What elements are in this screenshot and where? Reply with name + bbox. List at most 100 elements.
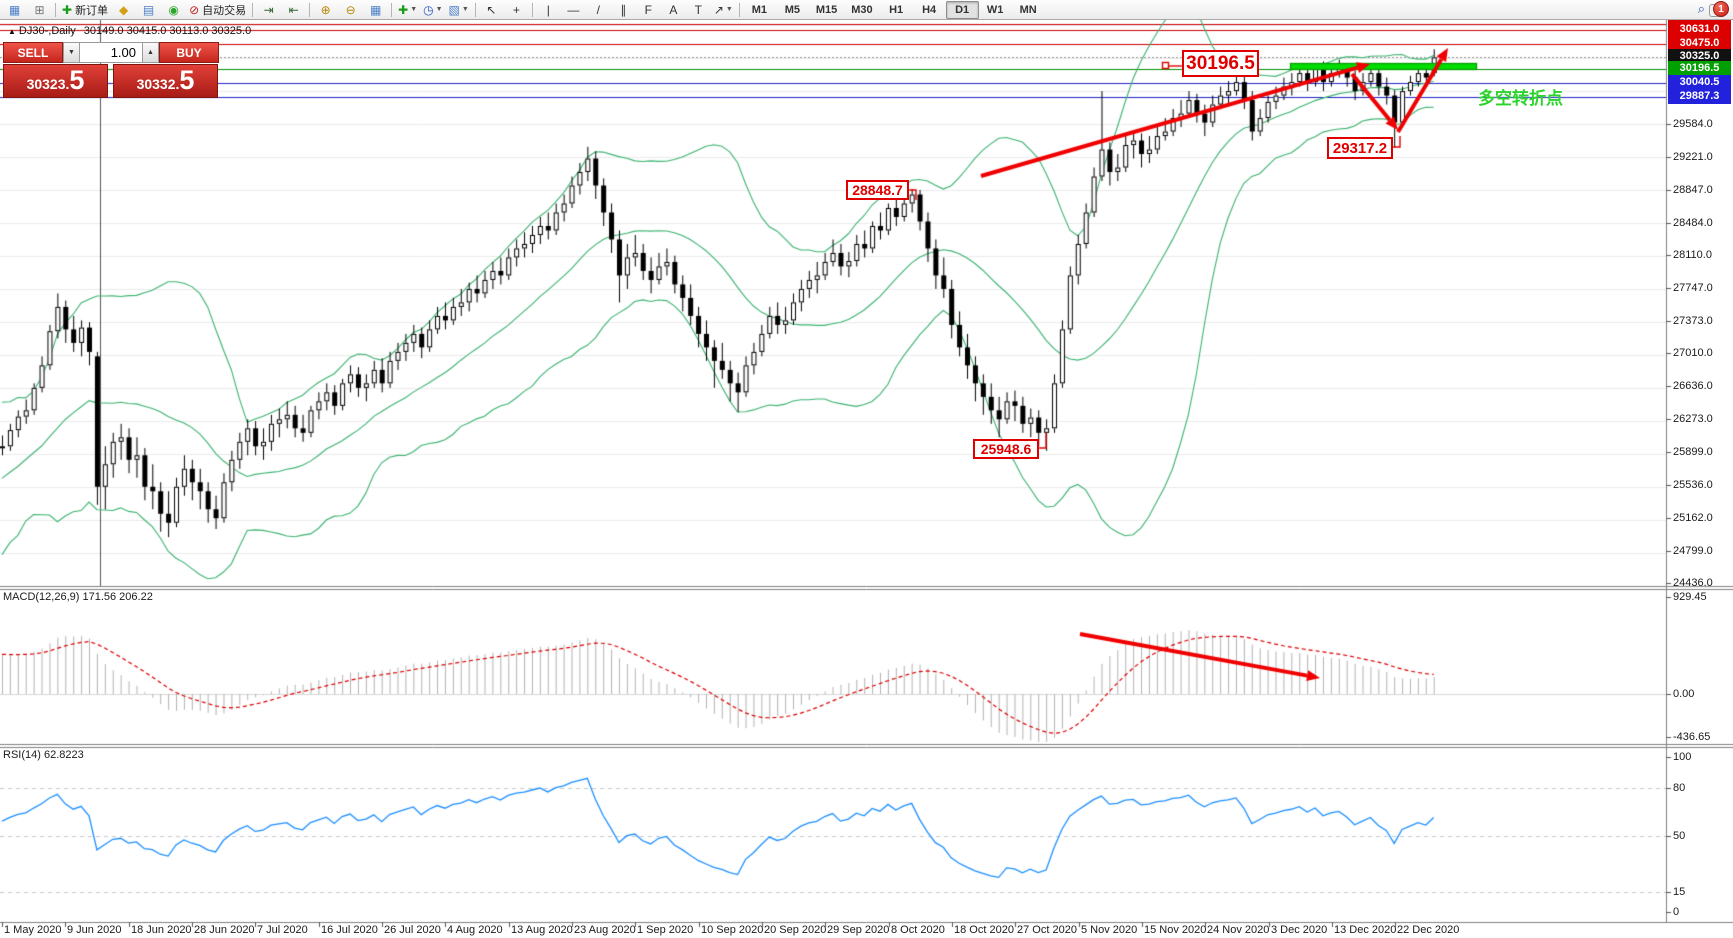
timeframe-m5-button[interactable]: M5 bbox=[784, 3, 800, 16]
date-axis-tick: 18 Jun 2020 bbox=[131, 924, 192, 936]
equidistant-channel-button[interactable]: ∥ bbox=[611, 0, 636, 19]
fibonacci-button[interactable]: F bbox=[636, 0, 661, 19]
price-axis-tick: 25536.0 bbox=[1673, 479, 1713, 491]
price-line-label: 30040.5 bbox=[1668, 75, 1731, 90]
date-axis-tick: 1 May 2020 bbox=[4, 924, 62, 936]
price-axis-tick: 26636.0 bbox=[1673, 380, 1713, 392]
date-axis-tick: 27 Oct 2020 bbox=[1017, 924, 1077, 936]
timeframe-w1-button[interactable]: W1 bbox=[986, 3, 1004, 16]
rsi-axis-tick: 100 bbox=[1673, 751, 1692, 763]
trend-line-button[interactable]: / bbox=[586, 0, 611, 19]
trend-line-icon: / bbox=[596, 2, 600, 17]
date-axis-tick: 1 Sep 2020 bbox=[637, 924, 694, 936]
horizontal-line-icon: — bbox=[567, 2, 580, 17]
chevron-down-icon: ▼ bbox=[461, 6, 469, 13]
price-axis-tick: 27373.0 bbox=[1673, 315, 1713, 327]
date-axis-tick: 15 Nov 2020 bbox=[1144, 924, 1207, 936]
market-watch-button[interactable]: ◆ bbox=[111, 0, 136, 19]
new-order-label: 新订单 bbox=[75, 4, 109, 17]
new-chart-button[interactable]: ▦ bbox=[2, 0, 27, 19]
timeframe-d1-button[interactable]: D1 bbox=[945, 0, 979, 19]
indicators-icon: ✚ bbox=[398, 2, 409, 17]
periods-button[interactable]: ◷ ▼ bbox=[420, 0, 445, 19]
macd-axis-tick: 929.45 bbox=[1673, 591, 1707, 603]
symbol-period-label: DJ30-,Daily bbox=[18, 25, 76, 37]
arrows-button[interactable]: ↗ ▼ bbox=[711, 0, 736, 19]
text-label-icon: T bbox=[694, 2, 702, 17]
templates-button[interactable]: ▧ ▼ bbox=[446, 0, 472, 19]
chinese-annotation-text[interactable]: 多空转折点 bbox=[1478, 89, 1563, 108]
timeframe-m1-button[interactable]: M1 bbox=[751, 3, 767, 16]
symbol-marker-icon: ▲ bbox=[8, 27, 16, 36]
price-annotation-label[interactable]: 25948.6 bbox=[973, 439, 1039, 459]
price-axis-tick: 29221.0 bbox=[1673, 151, 1713, 163]
auto-trading-label: 自动交易 bbox=[202, 4, 247, 17]
zoom-out-button[interactable]: ⊖ bbox=[338, 0, 363, 19]
date-axis-tick: 9 Jun 2020 bbox=[67, 924, 122, 936]
price-axis-tick: 25162.0 bbox=[1673, 512, 1713, 524]
price-annotation-label[interactable]: 30196.5 bbox=[1182, 50, 1259, 77]
timeframe-mn-button[interactable]: MN bbox=[1019, 3, 1037, 16]
price-axis-tick: 27010.0 bbox=[1673, 347, 1713, 359]
timeframe-m15-button[interactable]: M15 bbox=[815, 3, 838, 16]
price-axis-tick: 24436.0 bbox=[1673, 577, 1713, 589]
volume-increase-button[interactable]: ▲ bbox=[142, 42, 159, 63]
buy-price-box[interactable]: 30332. 5 bbox=[113, 64, 218, 98]
tile-windows-icon: ▦ bbox=[369, 2, 382, 17]
text-button[interactable]: A bbox=[661, 0, 686, 19]
sell-button[interactable]: SELL bbox=[3, 42, 63, 63]
crosshair-button[interactable]: + bbox=[504, 0, 529, 19]
rsi-axis-tick: 15 bbox=[1673, 886, 1686, 898]
date-axis-tick: 23 Aug 2020 bbox=[574, 924, 636, 936]
text-label-button[interactable]: T bbox=[686, 0, 711, 19]
price-annotation-label[interactable]: 29317.2 bbox=[1327, 137, 1393, 159]
notification-icon[interactable]: 1 bbox=[1709, 1, 1729, 17]
zoom-in-icon: ⊕ bbox=[320, 2, 331, 17]
search-icon[interactable]: ⌕ bbox=[1697, 1, 1705, 16]
price-line-label: 30631.0 bbox=[1668, 22, 1731, 37]
notification-badge: 1 bbox=[1713, 1, 1729, 17]
chart-shift-button[interactable]: ⇥ bbox=[256, 0, 281, 19]
indicators-button[interactable]: ✚ ▼ bbox=[395, 0, 420, 19]
vertical-line-icon: | bbox=[546, 2, 550, 17]
new-order-button[interactable]: ✚ 新订单 bbox=[59, 0, 111, 19]
date-axis-tick: 22 Dec 2020 bbox=[1397, 924, 1460, 936]
timeframe-h1-button[interactable]: H1 bbox=[889, 3, 904, 16]
timeframe-m30-button[interactable]: M30 bbox=[851, 3, 873, 16]
market-watch-icon: ◆ bbox=[118, 2, 129, 17]
sell-price-box[interactable]: 30323. 5 bbox=[3, 64, 108, 98]
auto-scroll-button[interactable]: ⇤ bbox=[281, 0, 306, 19]
vertical-line-button[interactable]: | bbox=[536, 0, 561, 19]
price-axis-tick: 26273.0 bbox=[1673, 413, 1713, 425]
timeframe-h4-button[interactable]: H4 bbox=[922, 3, 937, 16]
volume-decrease-button[interactable]: ▼ bbox=[63, 42, 80, 63]
buy-price-main: 30332. bbox=[136, 76, 180, 92]
date-axis-tick: 5 Nov 2020 bbox=[1081, 924, 1138, 936]
horizontal-line-button[interactable]: — bbox=[561, 0, 586, 19]
auto-trading-button[interactable]: ⊘ 自动交易 bbox=[186, 0, 249, 19]
date-axis-tick: 20 Sep 2020 bbox=[764, 924, 827, 936]
price-annotation-label[interactable]: 28848.7 bbox=[846, 180, 909, 200]
macd-axis-tick: 0.00 bbox=[1673, 688, 1695, 700]
chevron-down-icon: ▼ bbox=[725, 6, 733, 13]
zoom-out-icon: ⊖ bbox=[345, 2, 356, 17]
signals-button[interactable]: ◉ bbox=[161, 0, 186, 19]
data-window-button[interactable]: ▤ bbox=[136, 0, 161, 19]
price-axis-tick: 28847.0 bbox=[1673, 184, 1713, 196]
periods-icon: ◷ bbox=[423, 2, 434, 17]
zoom-in-button[interactable]: ⊕ bbox=[313, 0, 338, 19]
toolbar-separator bbox=[391, 2, 393, 17]
one-click-trading-panel: SELL ▼ ▲ BUY 30323. 5 30332. 5 bbox=[3, 42, 219, 98]
chart-profiles-button[interactable]: ⊞ bbox=[27, 0, 52, 19]
volume-input[interactable] bbox=[80, 42, 142, 63]
toolbar: ▦ ⊞ ✚ 新订单 ◆ ▤ ◉ ⊘ 自动交易 ⇥ ⇤ ⊕ ⊖ ▦ ✚ ▼ ◷ ▼ ▧ ▼ ↖ + | — / ∥ F A T ↗ ▼ M1 M5… bbox=[0, 0, 1733, 20]
toolbar-separator bbox=[531, 2, 533, 17]
buy-button[interactable]: BUY bbox=[159, 42, 219, 63]
tile-windows-button[interactable]: ▦ bbox=[363, 0, 388, 19]
sell-price-main: 30323. bbox=[26, 76, 70, 92]
price-axis-tick: 27747.0 bbox=[1673, 282, 1713, 294]
data-window-icon: ▤ bbox=[142, 2, 155, 17]
cursor-button[interactable]: ↖ bbox=[479, 0, 504, 19]
